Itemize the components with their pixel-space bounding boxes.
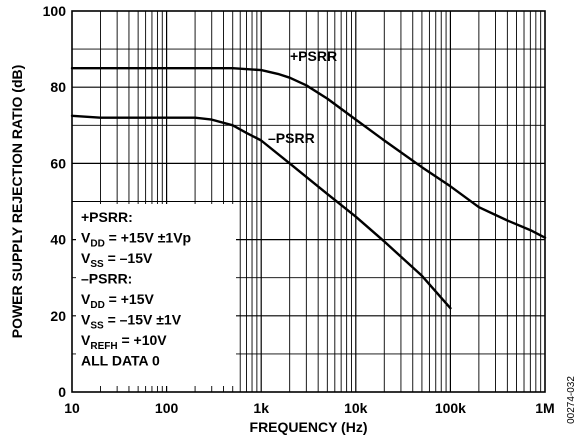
y-tick-labels: 0 20 40 60 80 100 (43, 3, 67, 400)
chart-grid (72, 11, 545, 392)
condition-line: VDD = +15V (81, 291, 155, 311)
condition-line: ALL DATA 0 (81, 353, 160, 369)
condition-line: –PSRR: (81, 271, 132, 287)
y-tick-label: 80 (50, 79, 66, 95)
x-tick-label: 100 (155, 400, 179, 416)
condition-line: VSS = –15V ±1V (81, 312, 182, 332)
x-tick-label: 10k (344, 400, 368, 416)
condition-line: +PSRR: (81, 209, 133, 225)
condition-line: VSS = –15V (81, 250, 153, 270)
x-tick-label: 1k (253, 400, 269, 416)
x-tick-label: 1M (535, 400, 554, 416)
y-tick-label: 40 (50, 232, 66, 248)
plus-psrr-line (70, 66, 547, 239)
y-tick-label: 100 (43, 3, 67, 19)
y-tick-label: 60 (50, 155, 66, 171)
condition-line: VDD = +15V ±1Vp (81, 230, 191, 250)
condition-line: VREFH = +10V (81, 332, 167, 352)
x-tick-label: 10 (64, 400, 80, 416)
y-tick-label: 0 (58, 384, 66, 400)
plot-frame (71, 10, 546, 393)
x-axis-title: FREQUENCY (Hz) (250, 419, 368, 435)
y-tick-label: 20 (50, 308, 66, 324)
plus-psrr-label: +PSRR (290, 48, 337, 64)
x-tick-label: 100k (435, 400, 466, 416)
y-axis-title: POWER SUPPLY REJECTION RATIO (dB) (9, 65, 25, 339)
minus-psrr-label: –PSRR (268, 130, 315, 146)
series-layer (70, 66, 547, 310)
series-labels: +PSRR –PSRR (268, 48, 337, 146)
figure-id: 00274-032 (566, 376, 577, 424)
conditions-box-layer (76, 204, 236, 386)
x-tick-labels: 10 100 1k 10k 100k 1M (64, 400, 555, 416)
minus-psrr-line (70, 114, 452, 310)
conditions-box (76, 204, 236, 386)
